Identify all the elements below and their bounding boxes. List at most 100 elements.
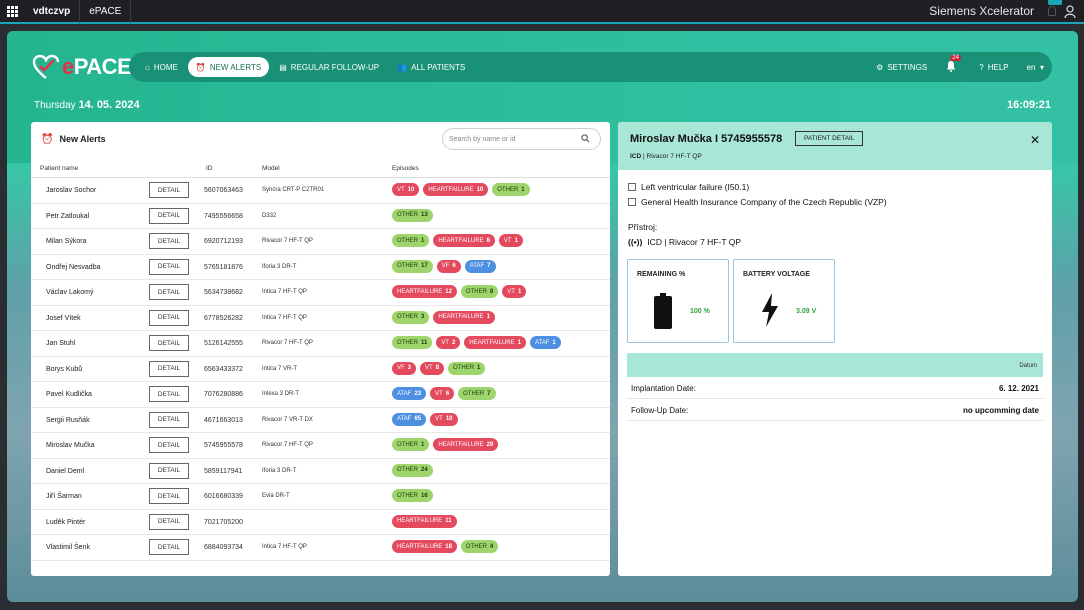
episode-chip: OTHER 16 bbox=[392, 489, 433, 502]
detail-button[interactable]: DETAIL bbox=[149, 207, 189, 224]
patient-id: 5607063463 bbox=[204, 187, 243, 194]
episode-chip: VT 6 bbox=[430, 387, 455, 400]
app-grid-icon[interactable] bbox=[0, 0, 24, 23]
detail-button[interactable]: DETAIL bbox=[149, 386, 189, 402]
detail-button[interactable]: DETAIL bbox=[149, 335, 189, 351]
episode-chip: VT 1 bbox=[498, 234, 523, 247]
patient-id: 5126142555 bbox=[204, 340, 243, 347]
detail-button[interactable]: DETAIL bbox=[149, 182, 189, 198]
detail-button[interactable]: DETAIL bbox=[149, 309, 189, 326]
medical-icon bbox=[628, 183, 636, 191]
episodes: OTHER 3 HEARTFAILURE 1 bbox=[392, 310, 495, 324]
patient-name: Petr Zatloukal bbox=[46, 212, 90, 220]
home-icon: ⌂ bbox=[145, 62, 150, 72]
col-patient-name[interactable]: Patient name bbox=[40, 165, 79, 172]
episode-chip: ATAF 65 bbox=[392, 412, 427, 426]
table-row[interactable]: Ondřej Nesvadba DETAIL 5765181876 Iforia 3 … bbox=[31, 255, 610, 280]
col-model[interactable]: Model bbox=[262, 165, 280, 172]
table-row[interactable]: Miroslav Mučka DETAIL 5745955578 Rivacor 7 … bbox=[31, 433, 610, 459]
tab-workspace[interactable]: vdtczvp bbox=[24, 0, 81, 23]
episodes: OTHER 1 HEARTFAILURE 8 VT 1 bbox=[392, 234, 523, 247]
episode-chip: OTHER 24 bbox=[392, 463, 433, 477]
nav-regular-follow-up[interactable]: ▤ REGULAR FOLLOW-UP bbox=[279, 62, 380, 72]
table-row[interactable]: Jan Stuhl DETAIL 5126142555 Rivacor 7 HF-T … bbox=[31, 331, 610, 357]
dates-header: Datum bbox=[627, 353, 1043, 377]
table-row[interactable]: Pavel Kudlička DETAIL 7076280886 Inlexa 3 D… bbox=[31, 382, 610, 408]
close-icon[interactable]: ✕ bbox=[1029, 133, 1040, 147]
device-model: Intica 7 HF-T QP bbox=[262, 544, 307, 550]
nav-new-alerts[interactable]: ⏰ NEW ALERTS bbox=[187, 57, 270, 77]
diagnosis-line: Left ventricular failure (I50.1) bbox=[628, 182, 749, 192]
help-icon: ? bbox=[979, 62, 984, 72]
patient-id: 4671663013 bbox=[204, 416, 243, 424]
detail-button[interactable]: DETAIL bbox=[149, 284, 189, 300]
nav-home[interactable]: ⌂ HOME bbox=[145, 62, 178, 72]
patient-id: 6563433372 bbox=[204, 365, 243, 373]
nav-help[interactable]: ? HELP bbox=[979, 62, 1009, 72]
episode-chip: OTHER 1 bbox=[392, 438, 430, 451]
episode-chip: ATAF 23 bbox=[392, 387, 427, 400]
detail-button[interactable]: DETAIL bbox=[149, 411, 189, 428]
nav-settings[interactable]: ⚙ SETTINGS bbox=[876, 62, 928, 72]
patient-title: Miroslav Mučka I 5745955578 bbox=[630, 133, 783, 145]
language-select[interactable]: en ▾ bbox=[1026, 62, 1044, 72]
episode-chip: HEARTFAILURE 29 bbox=[433, 438, 499, 451]
search-icon[interactable] bbox=[581, 134, 590, 143]
detail-button[interactable]: DETAIL bbox=[149, 488, 189, 504]
detail-button[interactable]: DETAIL bbox=[149, 539, 189, 555]
gear-icon: ⚙ bbox=[876, 62, 884, 72]
patient-name: Jan Stuhl bbox=[46, 340, 76, 347]
table-row[interactable]: Borys Kubů DETAIL 6563433372 Intica 7 VR-T V… bbox=[31, 357, 610, 382]
lightning-icon bbox=[762, 293, 778, 327]
table-row[interactable]: Milan Sýkora DETAIL 6920712193 Rivacor 7 HF… bbox=[31, 229, 610, 255]
episodes: OTHER 13 bbox=[392, 208, 433, 222]
user-icon[interactable] bbox=[1064, 5, 1076, 18]
col-episodes[interactable]: Episodes bbox=[392, 165, 419, 172]
patient-name: Vlastimil Šenk bbox=[46, 544, 90, 551]
detail-button[interactable]: DETAIL bbox=[149, 462, 189, 479]
detail-button[interactable]: DETAIL bbox=[149, 360, 189, 377]
nav-all-patients[interactable]: 👥 ALL PATIENTS bbox=[397, 62, 466, 72]
episode-chip: HEARTFAILURE 1 bbox=[464, 336, 526, 349]
episode-chip: HEARTFAILURE 8 bbox=[433, 234, 495, 247]
episode-chip: HEARTFAILURE 18 bbox=[392, 540, 457, 553]
table-row[interactable]: Vlastimil Šenk DETAIL 6884093734 Intica 7 H… bbox=[31, 535, 610, 561]
episode-chip: HEARTFAILURE 12 bbox=[392, 285, 457, 298]
device-model: Rivacor 7 VR-T DX bbox=[262, 416, 313, 423]
table-row[interactable]: Josef Vítek DETAIL 6778526282 Intica 7 HF-T… bbox=[31, 306, 610, 331]
detail-button[interactable]: DETAIL bbox=[149, 258, 189, 275]
tab-epace[interactable]: ePACE bbox=[80, 0, 132, 23]
patient-name: Jaroslav Sochor bbox=[46, 187, 97, 194]
device-model: Iforia 3 DR-T bbox=[262, 467, 297, 474]
insurance-line: General Health Insurance Company of the … bbox=[628, 197, 887, 207]
detail-button[interactable]: DETAIL bbox=[149, 513, 189, 530]
device-model: Evia DR-T bbox=[262, 493, 290, 499]
episode-chip: OTHER 1 bbox=[492, 183, 530, 196]
detail-button[interactable]: DETAIL bbox=[149, 233, 189, 249]
detail-button[interactable]: DETAIL bbox=[149, 437, 189, 453]
table-row[interactable]: Jiří Šarman DETAIL 6016680339 Evia DR-T OTHE… bbox=[31, 484, 610, 510]
table-row[interactable]: Luděk Pintér DETAIL 7021705200 HEARTFAILURE… bbox=[31, 510, 610, 535]
patient-name: Václav Lakomý bbox=[46, 289, 94, 296]
logo-text: ePACE bbox=[62, 54, 132, 79]
notifications-button[interactable]: 24 bbox=[945, 55, 961, 74]
system-bell-icon[interactable] bbox=[1048, 6, 1056, 16]
remaining-value: 100 % bbox=[690, 308, 710, 315]
table-row[interactable]: Jaroslav Sochor DETAIL 5607063463 Syncra CR… bbox=[31, 178, 610, 204]
patient-name: Jiří Šarman bbox=[46, 493, 82, 500]
episode-chip: HEARTFAILURE 11 bbox=[392, 514, 457, 528]
table-row[interactable]: Václav Lakomý DETAIL 5634738682 Intica 7 HF… bbox=[31, 280, 610, 306]
table-row[interactable]: Petr Zatloukal DETAIL 7495556658 D332 OTHER 1… bbox=[31, 204, 610, 229]
epace-logo[interactable]: ePACE bbox=[32, 53, 132, 81]
patient-detail-button[interactable]: PATIENT DETAIL bbox=[795, 131, 864, 146]
episodes: HEARTFAILURE 11 bbox=[392, 514, 457, 528]
bell-icon bbox=[946, 61, 956, 72]
episodes: HEARTFAILURE 18 OTHER 4 bbox=[392, 540, 499, 553]
episode-chip: HEARTFAILURE 10 bbox=[423, 183, 489, 196]
table-row[interactable]: Daniel Deml DETAIL 5859117941 Iforia 3 DR-T… bbox=[31, 459, 610, 484]
col-id[interactable]: ID bbox=[206, 165, 213, 172]
search-input[interactable]: Search by name or id bbox=[442, 128, 601, 150]
table-row[interactable]: Sergii Rusňák DETAIL 4671663013 Rivacor 7 V… bbox=[31, 408, 610, 433]
episode-chip: OTHER 4 bbox=[460, 540, 499, 553]
episode-chip: ATAF 7 bbox=[464, 259, 496, 273]
